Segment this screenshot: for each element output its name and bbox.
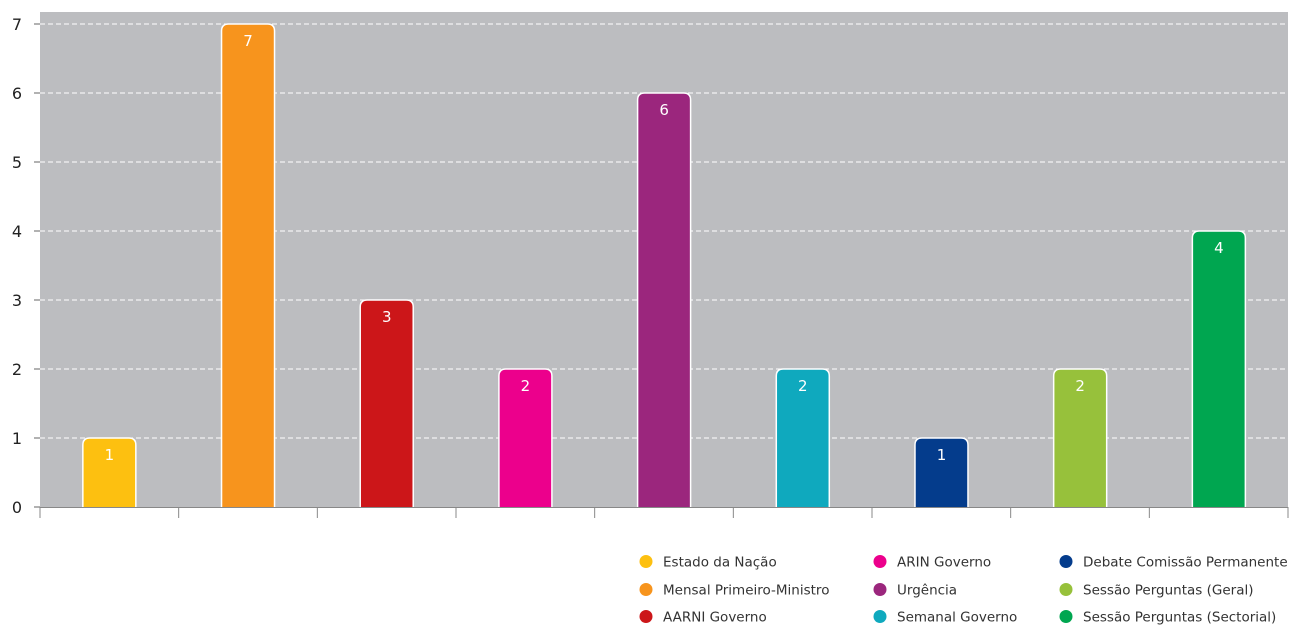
legend-item: Mensal Primeiro-Ministro — [639, 583, 829, 599]
legend-item: ARIN Governo — [873, 555, 991, 571]
legend-item: Sessão Perguntas (Geral) — [1059, 583, 1254, 599]
x-axis — [39, 507, 1289, 518]
y-tick-label: 1 — [12, 429, 22, 448]
legend-swatch — [1059, 583, 1073, 596]
legend: Estado da Nação Mensal Primeiro-Ministro A… — [639, 555, 1288, 626]
bars: 1 7 3 2 6 2 1 2 4 — [82, 23, 1247, 507]
bar — [636, 92, 692, 507]
legend-label: Debate Comissão Permanente — [1083, 555, 1288, 571]
legend-label: Estado da Nação — [663, 555, 777, 571]
bar — [1191, 230, 1247, 507]
legend-label: Urgência — [897, 583, 957, 599]
legend-swatch — [639, 610, 653, 623]
y-tick-label: 3 — [12, 291, 22, 310]
bar — [359, 299, 414, 507]
legend-swatch — [873, 555, 887, 568]
bar-value-label: 7 — [243, 32, 253, 50]
legend-swatch — [873, 583, 887, 596]
legend-swatch — [873, 610, 887, 623]
bar-value-label: 1 — [937, 446, 947, 464]
y-tick-label: 6 — [12, 84, 22, 103]
y-axis: 0 1 2 3 4 5 6 7 — [12, 15, 40, 517]
bar-value-label: 4 — [1214, 239, 1224, 257]
bar-value-label: 2 — [1075, 377, 1085, 395]
bar — [82, 437, 137, 507]
y-tick-label: 5 — [12, 153, 22, 172]
legend-item: Sessão Perguntas (Sectorial) — [1059, 610, 1276, 626]
legend-label: ARIN Governo — [897, 555, 991, 571]
bar-value-label: 6 — [659, 101, 669, 119]
bar-value-label: 1 — [105, 446, 115, 464]
legend-item: Urgência — [873, 583, 957, 599]
bar — [498, 368, 553, 507]
legend-label: Sessão Perguntas (Geral) — [1083, 583, 1254, 599]
legend-label: AARNI Governo — [663, 610, 767, 626]
y-tick-label: 0 — [12, 498, 22, 517]
legend-swatch — [1059, 610, 1073, 623]
y-tick-label: 7 — [12, 15, 22, 34]
legend-item: Semanal Governo — [873, 610, 1017, 626]
y-tick-label: 2 — [12, 360, 22, 379]
legend-label: Mensal Primeiro-Ministro — [663, 583, 829, 599]
legend-swatch — [639, 555, 653, 568]
legend-item: AARNI Governo — [639, 610, 767, 626]
legend-label: Semanal Governo — [897, 610, 1017, 626]
bar — [1052, 368, 1108, 507]
bar — [775, 368, 831, 507]
bar-value-label: 3 — [382, 308, 392, 326]
legend-swatch — [1059, 555, 1073, 568]
bar — [914, 437, 969, 507]
legend-item: Debate Comissão Permanente — [1059, 555, 1288, 571]
y-tick-label: 4 — [12, 222, 22, 241]
bar — [220, 23, 276, 507]
legend-item: Estado da Nação — [639, 555, 777, 571]
legend-label: Sessão Perguntas (Sectorial) — [1083, 610, 1276, 626]
bar-value-label: 2 — [521, 377, 531, 395]
legend-swatch — [639, 583, 653, 596]
bar-value-label: 2 — [798, 377, 808, 395]
